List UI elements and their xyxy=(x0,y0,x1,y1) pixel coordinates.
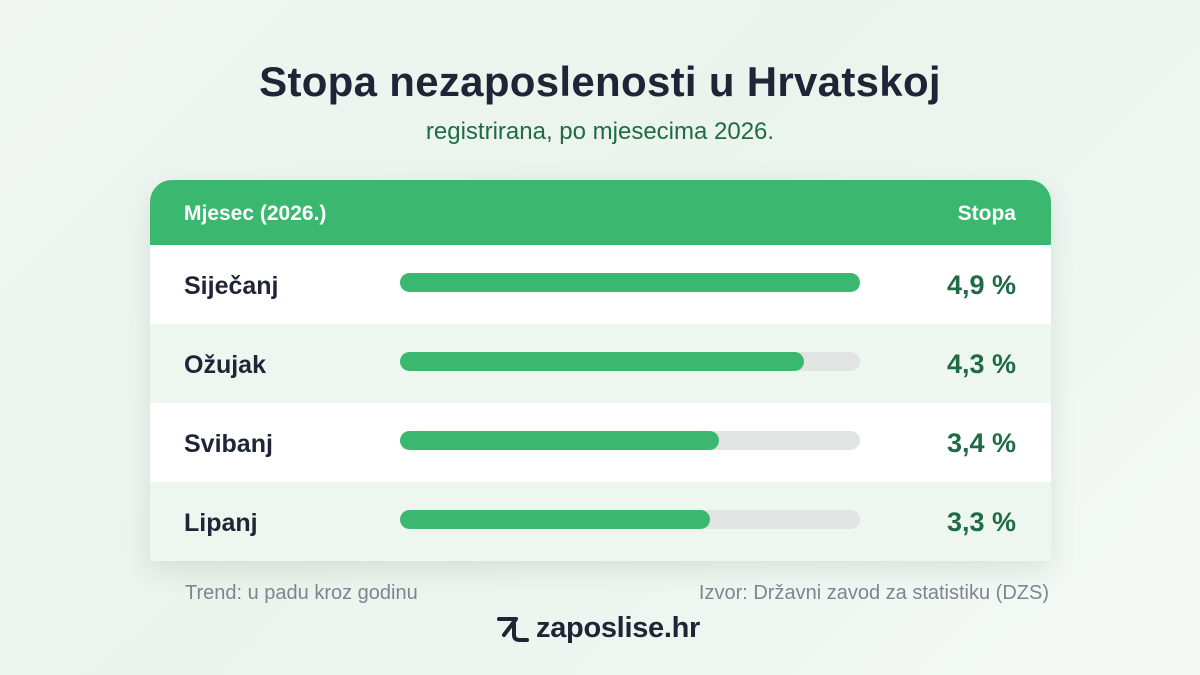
trend-note: Trend: u padu kroz godinu xyxy=(185,582,418,604)
table-row: Ožujak 4,3 % xyxy=(150,324,1051,403)
table-row: Lipanj 3,3 % xyxy=(150,482,1051,561)
brand-logo: zaposlise.hr xyxy=(496,610,700,646)
rate-value: 4,3 % xyxy=(946,349,1016,379)
table-body: Siječanj 4,9 % Ožujak 4,3 % Svibanj 3,4 % Lipa… xyxy=(150,245,1051,561)
source-note: Izvor: Državni zavod za statistiku (DZS) xyxy=(698,582,1049,604)
logo-text: zaposlise.hr xyxy=(536,611,701,644)
month-label: Lipanj xyxy=(184,509,258,537)
bar-track xyxy=(400,273,860,292)
table-row: Svibanj 3,4 % xyxy=(150,403,1051,482)
bar-track xyxy=(400,431,860,450)
month-label: Svibanj xyxy=(184,430,273,458)
table-header: Mjesec (2026.) Stopa xyxy=(150,180,1051,245)
bar-track xyxy=(400,352,860,371)
bar-track xyxy=(400,510,860,529)
chart-title: Stopa nezaposlenosti u Hrvatskoj xyxy=(259,58,941,105)
rate-value: 3,3 % xyxy=(946,507,1016,537)
bar-fill xyxy=(400,352,804,371)
table-row: Siječanj 4,9 % xyxy=(150,245,1051,324)
month-label: Ožujak xyxy=(184,351,266,379)
bar-fill xyxy=(400,431,720,450)
chart-subtitle: registrirana, po mjesecima 2026. xyxy=(425,118,775,145)
header-month: Mjesec (2026.) xyxy=(184,202,327,225)
month-label: Siječanj xyxy=(184,272,279,300)
rate-value: 4,9 % xyxy=(946,270,1016,300)
data-table-card: Mjesec (2026.) Stopa Siječanj 4,9 % Ožujak… xyxy=(150,180,1051,561)
header-rate: Stopa xyxy=(957,202,1016,225)
zaposlise-logo-icon xyxy=(497,617,529,642)
bar-fill xyxy=(400,510,710,529)
bar-fill xyxy=(400,273,860,292)
rate-value: 3,4 % xyxy=(946,428,1016,458)
